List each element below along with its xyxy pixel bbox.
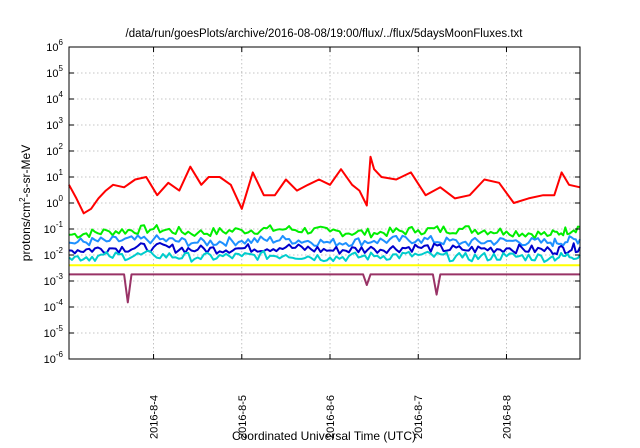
series-line	[68, 155, 581, 215]
y-axis-label-sup: 2	[18, 197, 27, 202]
y-tick-label-exp: 2	[59, 142, 64, 151]
y-tick-label: 10-2	[44, 246, 64, 262]
y-tick-label-exp: -4	[56, 298, 64, 307]
y-tick-label: 103	[46, 116, 63, 132]
y-tick-label-base: 10	[44, 328, 56, 340]
y-tick-label-base: 10	[44, 302, 56, 314]
y-tick-label: 105	[46, 64, 63, 80]
x-tick-label: 2016-8-7	[413, 395, 425, 439]
y-axis-label-rest: -s-sr-MeV	[19, 145, 33, 198]
series-line	[68, 234, 581, 248]
y-tick-label: 10-3	[44, 272, 64, 288]
y-tick-label-exp: 4	[59, 90, 64, 99]
y-axis-ticks: 10-610-510-410-310-210-11001011021031041…	[44, 38, 580, 366]
chart-title: /data/run/goesPlots/archive/2016-08-08/1…	[126, 28, 524, 40]
y-tick-label-base: 10	[44, 276, 56, 288]
x-axis-label: Coordinated Universal Time (UTC)	[232, 429, 416, 443]
y-tick-label-exp: 0	[59, 194, 64, 203]
series-line	[68, 242, 581, 256]
x-tick-label: 2016-8-8	[501, 395, 513, 439]
y-tick-label-exp: -3	[56, 272, 64, 281]
y-tick-label-exp: 3	[59, 116, 64, 125]
y-tick-label-exp: -6	[56, 350, 64, 359]
y-tick-label-base: 10	[44, 354, 56, 366]
y-tick-label-exp: -1	[56, 220, 64, 229]
x-axis-ticks: 2016-8-4 2016-8-5 2016-8-6 2016-8-7 2016-8-8	[149, 47, 513, 439]
y-tick-label-base: 10	[46, 120, 58, 132]
y-tick-label: 10-1	[44, 220, 64, 236]
x-tick-label: 2016-8-5	[237, 395, 249, 439]
series-line	[68, 249, 581, 263]
y-tick-label-base: 10	[46, 68, 58, 80]
y-tick-label-base: 10	[46, 146, 58, 158]
y-tick-label: 10-4	[44, 298, 64, 314]
y-tick-label-base: 10	[46, 94, 58, 106]
y-tick-label-exp: 1	[59, 168, 64, 177]
y-tick-label-exp: -5	[56, 324, 64, 333]
series-line	[69, 273, 580, 304]
y-tick-label-exp: 6	[59, 38, 64, 47]
grid-lines	[69, 47, 580, 359]
y-tick-label-exp: -2	[56, 246, 64, 255]
y-tick-label: 100	[46, 194, 63, 210]
y-tick-label: 101	[46, 168, 63, 184]
plot-series	[68, 155, 581, 304]
y-axis-label: protons/cm2-s-sr-MeV	[18, 145, 33, 261]
y-tick-label-base: 10	[44, 224, 56, 236]
y-tick-label-base: 10	[46, 198, 58, 210]
y-tick-label-base: 10	[44, 250, 56, 262]
y-tick-label-exp: 5	[59, 64, 64, 73]
series-line	[68, 224, 581, 240]
y-tick-label-base: 10	[46, 42, 58, 54]
y-axis-label-base: protons/cm	[19, 202, 33, 261]
y-tick-label: 104	[46, 90, 63, 106]
x-tick-label: 2016-8-4	[149, 395, 161, 439]
y-tick-label-base: 10	[46, 172, 58, 184]
y-tick-label: 106	[46, 38, 63, 54]
y-tick-label: 102	[46, 142, 63, 158]
y-tick-label: 10-6	[44, 350, 64, 366]
y-tick-label: 10-5	[44, 324, 64, 340]
x-tick-label: 2016-8-6	[325, 395, 337, 439]
